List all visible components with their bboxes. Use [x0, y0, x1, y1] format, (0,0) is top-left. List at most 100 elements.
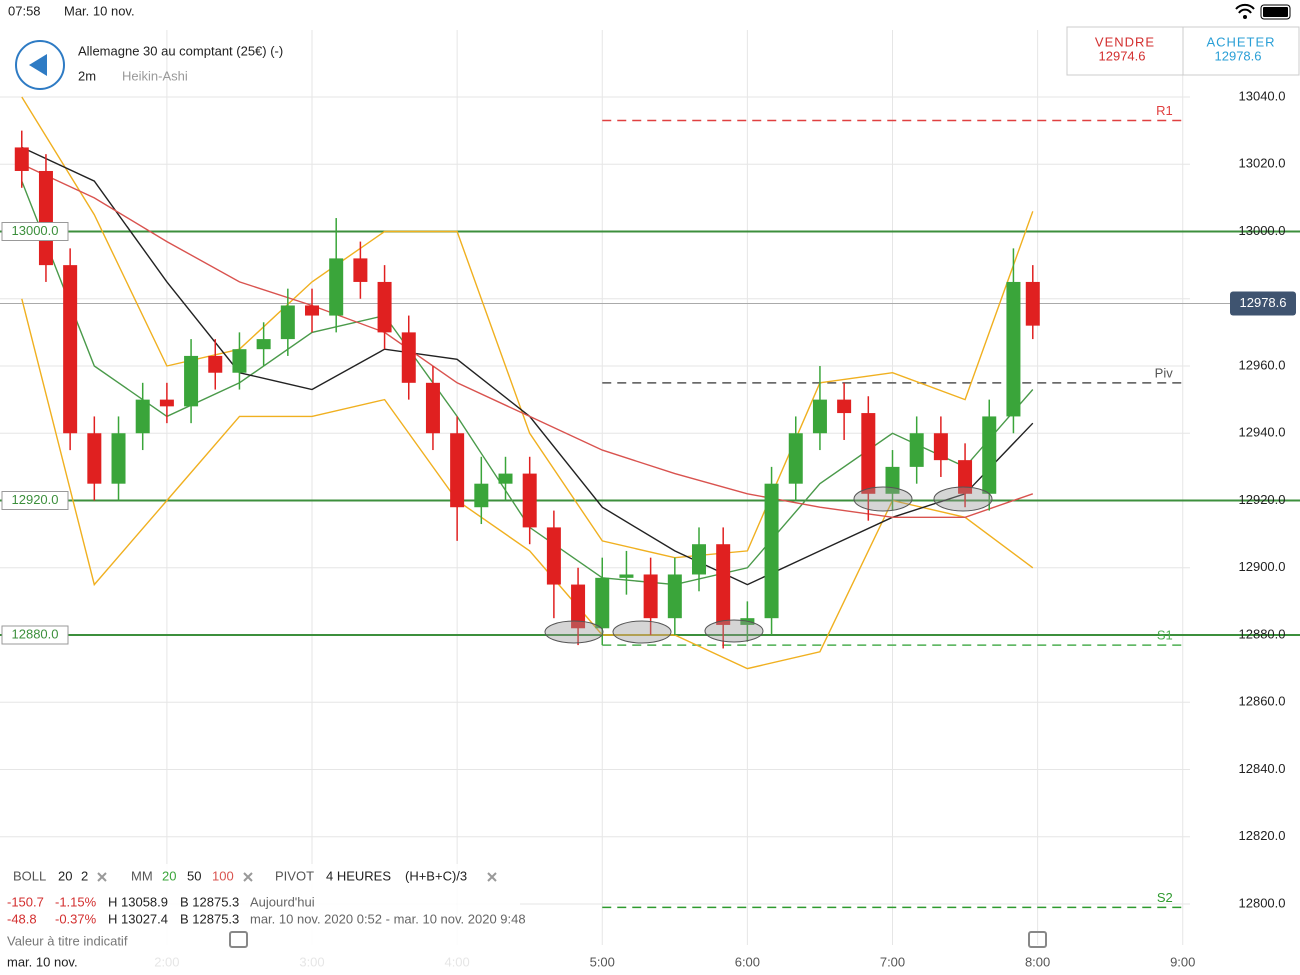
candle-body: [14, 147, 29, 171]
date-label: mar. 10 nov.: [7, 954, 78, 969]
candle-body: [861, 413, 876, 494]
pivot-formula[interactable]: (H+B+C)/3: [405, 868, 467, 883]
x-tick-label: 6:00: [735, 954, 760, 969]
candle-body: [667, 574, 682, 619]
y-tick-label: 12940.0: [1239, 425, 1286, 440]
stats: -150.7 -1.15% H 13058.9 B 12875.3 Aujour…: [7, 894, 526, 948]
sell-button[interactable]: VENDRE 12974.6: [1066, 26, 1184, 76]
mm-50[interactable]: 50: [187, 868, 201, 883]
level-label: 13000.0: [12, 223, 59, 238]
candle-body: [933, 433, 948, 461]
calendar-icons[interactable]: [229, 931, 1047, 948]
candle-body: [401, 332, 416, 383]
candle-body: [232, 349, 247, 373]
candle-body: [329, 258, 344, 316]
pivot-label: S2: [1157, 890, 1173, 905]
pivot-period[interactable]: 4 HEURES: [326, 868, 391, 883]
remove-icon[interactable]: [97, 872, 107, 882]
remove-icon[interactable]: [243, 872, 253, 882]
candle-body: [184, 355, 199, 407]
overlay: 12800.0 12820.0 12840.0 12860.0 12880.0 12900…: [1, 88, 1296, 969]
indicator-line: [21, 163, 1034, 518]
boll-period[interactable]: 20: [58, 868, 72, 883]
remove-icon[interactable]: [487, 872, 497, 882]
boll-label[interactable]: BOLL: [13, 868, 46, 883]
pivot-label: R1: [1156, 103, 1173, 118]
ellipse: [704, 619, 764, 643]
pivot-label[interactable]: PIVOT: [275, 868, 314, 883]
candle-body: [522, 473, 537, 528]
buy-button[interactable]: ACHETER 12978.6: [1182, 26, 1300, 76]
candle-body: [764, 483, 779, 619]
calendar-icon[interactable]: [229, 931, 248, 948]
legend-bg: [0, 864, 520, 974]
interval[interactable]: 2m: [78, 68, 96, 83]
level-label-box: [1, 625, 69, 645]
candle-body: [619, 574, 634, 578]
ellipse: [612, 620, 672, 644]
candle-body: [256, 339, 271, 350]
candle-body: [450, 433, 465, 508]
candle-body: [812, 399, 827, 434]
high: H 13027.4: [108, 911, 168, 926]
buy-button[interactable]: [1182, 26, 1300, 76]
sell-label[interactable]: VENDRE: [1095, 34, 1155, 49]
change: -150.7: [7, 894, 44, 909]
x-tick-label: 9:00: [1170, 954, 1195, 969]
grid: [0, 30, 1300, 945]
buy-label[interactable]: ACHETER: [1206, 34, 1275, 49]
y-tick-label: 12900.0: [1239, 559, 1286, 574]
pivot-label: S1: [1157, 628, 1173, 643]
mm-20[interactable]: 20: [162, 868, 176, 883]
x-tick-label: 8:00: [1025, 954, 1050, 969]
y-tick-label: 13040.0: [1239, 88, 1286, 103]
status-time: 07:58: [8, 3, 41, 18]
candle-body: [982, 416, 997, 494]
battery-icon: [1263, 7, 1288, 17]
back-arrow[interactable]: [29, 54, 47, 76]
back-button[interactable]: [15, 40, 65, 90]
note: Valeur à titre indicatif: [7, 933, 128, 948]
chart-style[interactable]: Heikin-Ashi: [122, 68, 188, 83]
boll-dev[interactable]: 2: [81, 868, 88, 883]
ellipse: [933, 486, 993, 512]
candle-body: [353, 258, 368, 282]
mm-label[interactable]: MM: [131, 868, 153, 883]
indicator-legend: BOLL 20 2 MM 20 50 100 PIVOT 4 HEURES (H…: [13, 868, 497, 883]
calendar-icon[interactable]: [1028, 931, 1047, 948]
period: Aujourd'hui: [250, 894, 315, 909]
sell-price[interactable]: 12974.6: [1099, 48, 1146, 63]
period: mar. 10 nov. 2020 0:52 - mar. 10 nov. 20…: [250, 911, 526, 926]
battery-icon: [1260, 4, 1291, 20]
buy-price[interactable]: 12978.6: [1215, 48, 1262, 63]
change-pct: -1.15%: [55, 894, 97, 909]
mm-100[interactable]: 100: [212, 868, 234, 883]
candle-body: [837, 399, 852, 414]
low: B 12875.3: [180, 911, 239, 926]
y-tick-label: 12820.0: [1239, 828, 1286, 843]
candle-body: [474, 483, 489, 508]
x-tick-label: 5:00: [590, 954, 615, 969]
highlight-ellipses: [544, 486, 993, 644]
candle-body: [135, 399, 150, 434]
candle-body: [63, 265, 78, 434]
wifi-icon: [1243, 15, 1247, 19]
y-tick-label: 12860.0: [1239, 694, 1286, 709]
candle-body: [159, 399, 174, 407]
candle-body: [498, 473, 513, 484]
candle-body: [87, 433, 102, 484]
last-price-label: 12978.6: [1240, 295, 1287, 310]
y-tick-label: 13000.0: [1239, 223, 1286, 238]
candle-body: [280, 305, 295, 340]
plot: [14, 96, 1040, 670]
candle-body: [1025, 281, 1040, 326]
candle-body: [643, 574, 658, 619]
candle-body: [111, 433, 126, 484]
candle-body: [595, 577, 610, 629]
candle-body: [208, 355, 223, 373]
instrument: Allemagne 30 au comptant (25€) (-): [78, 43, 283, 58]
y-tick-label: 12840.0: [1239, 761, 1286, 776]
high: H 13058.9: [108, 894, 168, 909]
level-label-box: [1, 222, 69, 241]
